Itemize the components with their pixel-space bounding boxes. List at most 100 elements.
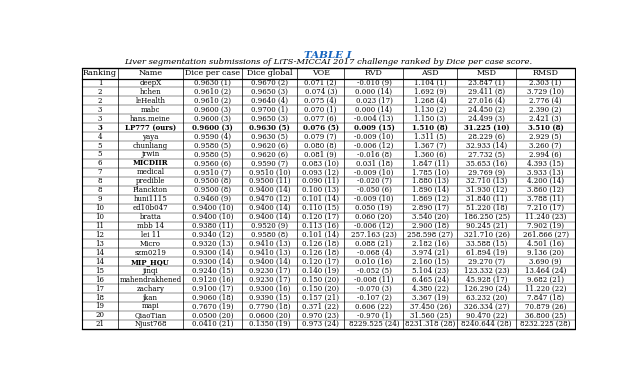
Text: 0.9580 (5): 0.9580 (5) [194,142,231,150]
Text: 0.9320 (13): 0.9320 (13) [192,240,233,248]
Text: MIP_HQU: MIP_HQU [131,258,170,266]
Text: 5: 5 [98,151,102,158]
Text: 0.9300 (14): 0.9300 (14) [192,249,233,257]
Text: 32.710 (13): 32.710 (13) [466,177,507,185]
Text: 0.100 (13): 0.100 (13) [302,186,339,194]
Text: chunliang: chunliang [133,142,168,150]
Text: 14: 14 [95,258,104,266]
Text: 3.860 (12): 3.860 (12) [527,186,564,194]
Text: 3.788 (11): 3.788 (11) [527,195,564,203]
Text: Name: Name [138,69,163,77]
Text: -0.006 (12): -0.006 (12) [355,142,394,150]
Text: 0.150 (20): 0.150 (20) [302,276,339,283]
Text: ed10b047: ed10b047 [132,204,168,212]
Text: 0.1350 (19): 0.1350 (19) [249,320,290,328]
Text: -0.970 (1): -0.970 (1) [356,311,392,320]
Text: 36.800 (25): 36.800 (25) [525,311,566,320]
Text: 8: 8 [98,177,102,185]
Text: 33.588 (15): 33.588 (15) [466,240,507,248]
Text: RMSD: RMSD [532,69,559,77]
Text: 5.104 (23): 5.104 (23) [412,267,449,275]
Text: mabc: mabc [141,106,160,114]
Text: 0.9640 (4): 0.9640 (4) [251,97,288,105]
Text: Micro: Micro [140,240,161,248]
Text: 0.0410 (21): 0.0410 (21) [192,320,233,328]
Text: 12: 12 [95,231,104,239]
Text: 0.079 (7): 0.079 (7) [305,133,337,141]
Text: 11.240 (23): 11.240 (23) [525,213,566,221]
Text: 0.9610 (2): 0.9610 (2) [194,88,231,96]
Text: 0.010 (16): 0.010 (16) [355,258,392,266]
Text: 0.0600 (20): 0.0600 (20) [249,311,291,320]
Text: 9.136 (20): 9.136 (20) [527,249,564,257]
Text: -0.052 (5): -0.052 (5) [356,267,392,275]
Text: 1.510 (8): 1.510 (8) [412,124,448,132]
Text: hans.meine: hans.meine [130,115,171,123]
Text: 0.9400 (10): 0.9400 (10) [192,204,233,212]
Text: -0.016 (8): -0.016 (8) [356,151,392,158]
Text: 6: 6 [98,160,102,167]
Text: Ranking: Ranking [83,69,117,77]
Text: 0.9500 (11): 0.9500 (11) [249,177,291,185]
Text: 29.769 (9): 29.769 (9) [468,169,505,176]
Text: QiaoTian: QiaoTian [134,311,166,320]
Text: 261.866 (27): 261.866 (27) [522,231,568,239]
Text: 4.501 (16): 4.501 (16) [527,240,564,248]
Text: 0.050 (19): 0.050 (19) [355,204,392,212]
Text: 9.682 (21): 9.682 (21) [527,276,564,283]
Text: 0.9670 (2): 0.9670 (2) [251,79,288,87]
Text: 1.692 (9): 1.692 (9) [414,88,447,96]
Text: hchen: hchen [140,88,161,96]
Text: 29.270 (7): 29.270 (7) [468,258,505,266]
Text: 0.9500 (8): 0.9500 (8) [194,177,231,185]
Text: 8: 8 [98,186,102,194]
Text: 123.332 (23): 123.332 (23) [464,267,509,275]
Text: 45.928 (17): 45.928 (17) [466,276,508,283]
Text: predible: predible [136,177,165,185]
Text: 0.9120 (16): 0.9120 (16) [192,276,233,283]
Text: 2.390 (2): 2.390 (2) [529,106,562,114]
Text: 0.9410 (13): 0.9410 (13) [249,240,290,248]
Text: -0.010 (9): -0.010 (9) [356,79,392,87]
Text: 0.070 (1): 0.070 (1) [305,106,337,114]
Text: -0.050 (6): -0.050 (6) [356,186,392,194]
Text: 0.9100 (17): 0.9100 (17) [192,285,233,292]
Text: 21: 21 [95,320,104,328]
Text: 31.930 (12): 31.930 (12) [466,186,507,194]
Text: 0.9600 (3): 0.9600 (3) [194,115,231,123]
Text: 186.250 (25): 186.250 (25) [463,213,509,221]
Text: 24.499 (3): 24.499 (3) [468,115,505,123]
Text: 0.000 (14): 0.000 (14) [355,88,392,96]
Text: 35.653 (16): 35.653 (16) [466,160,507,167]
Text: 24.450 (2): 24.450 (2) [468,106,505,114]
Text: 3: 3 [98,124,102,132]
Text: 11: 11 [95,222,104,230]
Text: 13.464 (24): 13.464 (24) [525,267,566,275]
Text: 20: 20 [95,311,104,320]
Text: 90.470 (22): 90.470 (22) [466,311,508,320]
Text: deepX: deepX [140,79,162,87]
Text: 0.101 (14): 0.101 (14) [302,231,339,239]
Text: 0.031 (18): 0.031 (18) [356,160,392,167]
Text: 10: 10 [95,204,104,212]
Text: medical: medical [136,169,164,176]
Text: 37.450 (26): 37.450 (26) [410,302,451,311]
Text: 326.334 (27): 326.334 (27) [464,302,509,311]
Text: 3.690 (9): 3.690 (9) [529,258,562,266]
Text: 0.076 (5): 0.076 (5) [303,124,339,132]
Text: 7: 7 [98,169,102,176]
Text: 0.9700 (1): 0.9700 (1) [251,106,288,114]
Text: 1.150 (3): 1.150 (3) [414,115,447,123]
Text: 31.560 (25): 31.560 (25) [410,311,451,320]
Text: 18: 18 [95,294,104,301]
Text: jkan: jkan [143,294,158,301]
Text: 2: 2 [98,88,102,96]
Text: 0.9300 (16): 0.9300 (16) [249,285,290,292]
Text: Liver segmentation submissions of LiTS-MICCAI 2017 challenge ranked by Dice per : Liver segmentation submissions of LiTS-M… [124,58,532,66]
Text: 0.9400 (14): 0.9400 (14) [249,204,291,212]
Text: 27.732 (5): 27.732 (5) [468,151,505,158]
Text: 29.411 (8): 29.411 (8) [468,88,505,96]
Text: 0.120 (17): 0.120 (17) [302,213,339,221]
Text: 0.9390 (15): 0.9390 (15) [249,294,290,301]
Text: 2.929 (5): 2.929 (5) [529,133,562,141]
